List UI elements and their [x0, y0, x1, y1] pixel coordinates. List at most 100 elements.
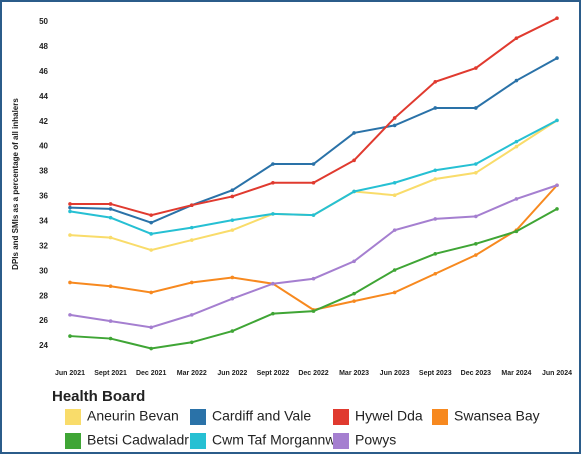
data-point — [68, 209, 72, 214]
data-point — [555, 118, 559, 123]
y-tick-label: 36 — [39, 192, 48, 201]
data-point — [514, 197, 519, 201]
legend-label: Cardiff and Vale — [212, 408, 311, 424]
data-point — [271, 212, 275, 216]
data-point — [433, 79, 438, 84]
legend-label: Swansea Bay — [454, 408, 540, 424]
data-point — [555, 56, 559, 60]
x-tick-label: Sept 2021 — [94, 370, 127, 377]
data-point — [433, 271, 438, 276]
legend-swatch — [190, 409, 206, 425]
data-point — [230, 194, 235, 199]
data-point — [108, 202, 113, 206]
data-point — [392, 123, 397, 128]
y-tick-label: 46 — [39, 67, 48, 76]
y-tick-label: 48 — [39, 42, 48, 51]
data-point — [149, 248, 153, 252]
series-line — [69, 57, 558, 224]
legend-swatch — [65, 433, 81, 449]
x-tick-label: Jun 2023 — [380, 370, 410, 377]
data-point — [189, 340, 194, 345]
data-point — [230, 228, 235, 232]
data-point — [514, 229, 519, 234]
x-tick-label: Mar 2022 — [177, 370, 207, 377]
x-tick-label: Mar 2024 — [501, 370, 531, 377]
x-tick-label: Jun 2022 — [217, 370, 247, 377]
data-point — [392, 116, 397, 120]
y-axis-label: DPIs and SMIs as a percentage of all inh… — [11, 98, 20, 270]
data-point — [271, 311, 275, 316]
data-point — [68, 313, 72, 317]
data-point — [108, 319, 113, 323]
legend-title: Health Board — [52, 388, 145, 405]
data-point — [474, 214, 478, 219]
data-point — [474, 170, 478, 175]
x-tick-label: Mar 2023 — [339, 370, 369, 377]
data-point — [433, 217, 438, 221]
data-point — [474, 162, 478, 166]
data-point — [149, 325, 153, 330]
data-point — [352, 299, 356, 303]
data-point — [392, 290, 397, 295]
data-point — [311, 162, 316, 166]
data-point — [149, 213, 153, 217]
y-tick-label: 42 — [39, 117, 48, 126]
data-point — [392, 268, 397, 272]
data-point — [474, 66, 478, 70]
x-tick-label: Dec 2023 — [461, 370, 491, 377]
data-point — [68, 202, 72, 206]
data-point — [555, 16, 559, 21]
series-line — [70, 17, 558, 217]
data-point — [311, 309, 316, 313]
data-point — [352, 259, 356, 264]
data-point — [311, 213, 316, 217]
data-point — [68, 334, 72, 338]
y-tick-label: 50 — [39, 17, 48, 26]
x-tick-label: Jun 2024 — [542, 370, 572, 377]
data-point — [352, 158, 356, 163]
data-point — [555, 183, 559, 188]
y-tick-label: 40 — [39, 142, 48, 151]
data-point — [311, 276, 316, 281]
data-point — [68, 205, 72, 210]
data-point — [392, 180, 397, 185]
data-point — [230, 296, 235, 301]
legend-label: Betsi Cadwaladr — [87, 432, 189, 448]
data-point — [108, 336, 113, 341]
y-tick-label: 30 — [39, 266, 48, 275]
legend-swatch — [65, 409, 81, 425]
data-point — [189, 313, 194, 317]
series-line — [69, 184, 558, 329]
legend-swatch — [432, 409, 448, 425]
data-point — [352, 189, 356, 194]
data-point — [514, 36, 519, 40]
data-point — [474, 253, 478, 257]
data-point — [189, 238, 194, 242]
data-point — [189, 203, 194, 207]
y-tick-label: 34 — [39, 217, 48, 226]
data-point — [230, 275, 235, 280]
data-point — [271, 162, 275, 166]
data-point — [392, 193, 397, 198]
legend-label: Hywel Dda — [355, 408, 423, 424]
legend-label: Aneurin Bevan — [87, 408, 179, 424]
data-point — [474, 242, 478, 246]
data-point — [149, 232, 153, 236]
data-point — [230, 188, 235, 193]
y-tick-label: 44 — [39, 92, 48, 101]
y-tick-label: 32 — [39, 241, 48, 250]
data-point — [514, 139, 519, 144]
data-point — [108, 235, 113, 240]
x-tick-label: Sept 2022 — [257, 370, 290, 377]
x-tick-label: Jun 2021 — [55, 370, 85, 377]
data-point — [433, 168, 438, 173]
legend-swatch — [333, 409, 349, 425]
data-point — [433, 177, 438, 181]
data-point — [311, 180, 316, 185]
legend-label: Cwm Taf Morgannwg — [212, 432, 343, 448]
x-tick-label: Sept 2023 — [419, 370, 452, 377]
data-point — [555, 207, 559, 211]
data-point — [108, 284, 113, 289]
